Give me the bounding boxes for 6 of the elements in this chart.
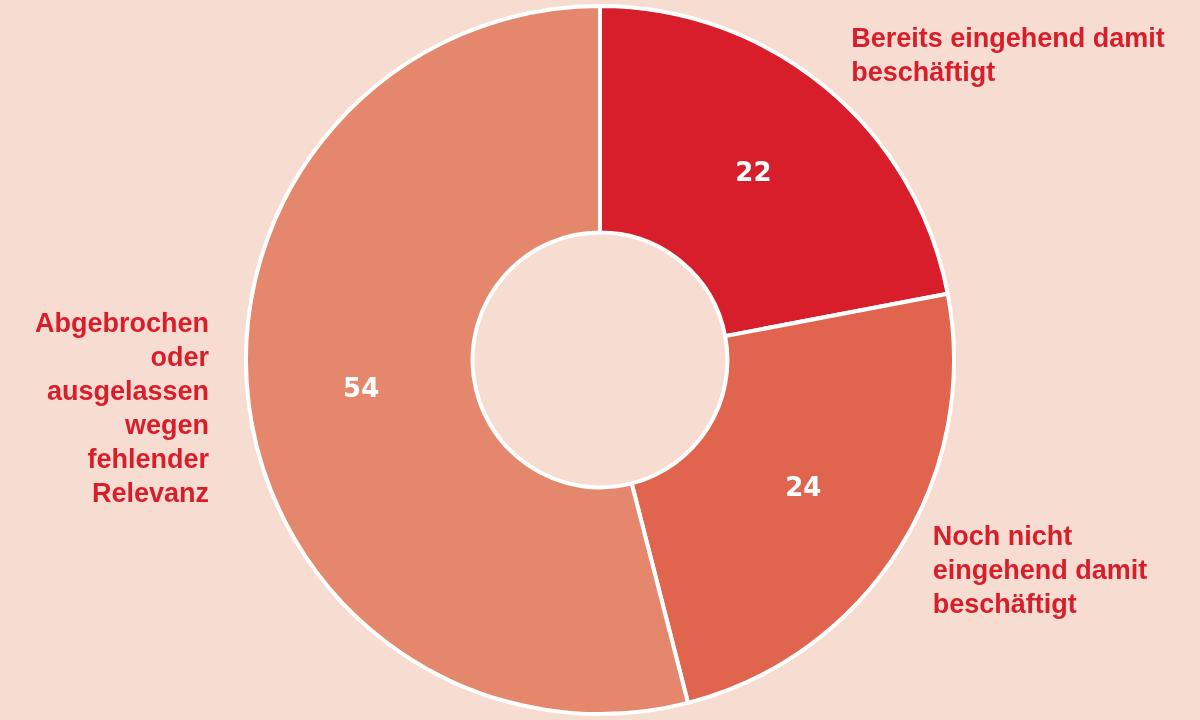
slice-label: Bereits eingehend damit beschäftigt: [851, 22, 1165, 87]
data-label: 22: [735, 157, 772, 188]
data-label: 24: [785, 471, 822, 502]
slice-label: Noch nicht eingehend damit beschäftigt: [932, 520, 1148, 619]
data-label: 54: [343, 372, 380, 403]
slice-label: Abgebrochen oder ausgelassen wegen fehlender Relevanz: [35, 307, 210, 508]
